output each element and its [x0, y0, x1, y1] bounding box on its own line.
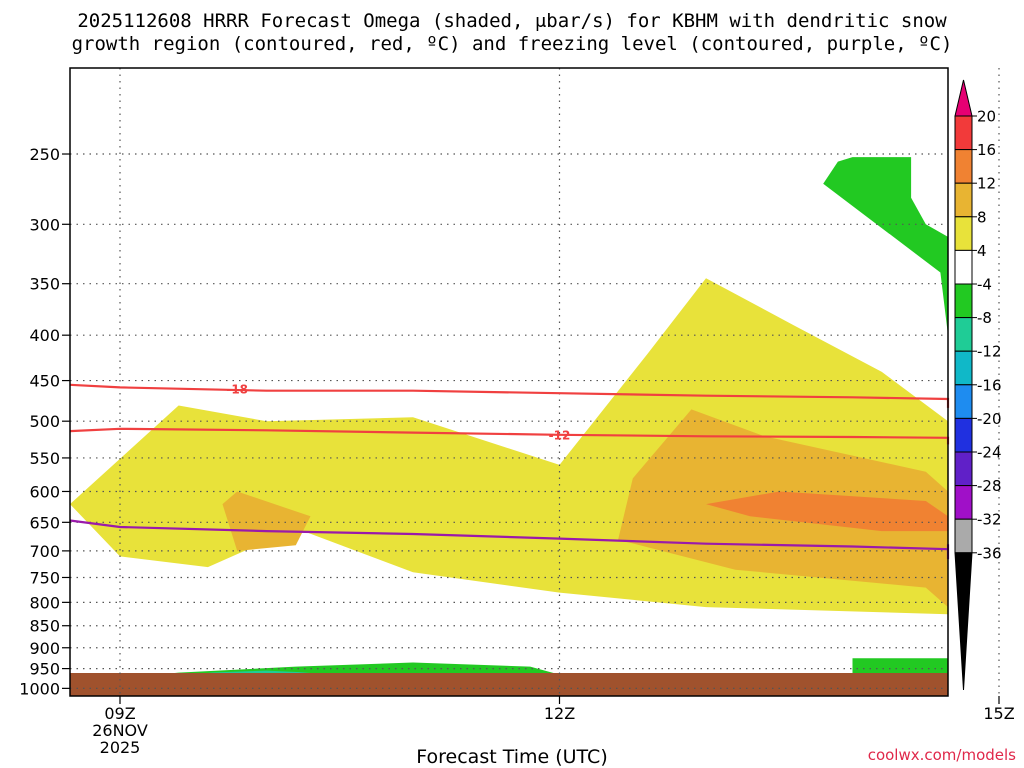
colorbar-swatch — [954, 518, 973, 554]
y-tick-label: 700 — [29, 542, 60, 561]
y-tick-label: 350 — [29, 275, 60, 294]
omega-region-pos-8 — [222, 491, 311, 551]
colorbar-label: -20 — [977, 410, 1002, 428]
y-tick-label: 900 — [29, 639, 60, 658]
y-tick-label: 550 — [29, 449, 60, 468]
colorbar-swatch — [954, 317, 973, 352]
colorbar-swatch — [954, 216, 973, 251]
x-tick-label: 12Z — [544, 704, 575, 723]
y-tick-label: 300 — [29, 215, 60, 234]
y-tick-label: 650 — [29, 513, 60, 532]
colorbar-label: 16 — [977, 141, 996, 159]
colorbar-label: -36 — [977, 544, 1002, 562]
y-tick-label: 500 — [29, 412, 60, 431]
colorbar-label: -8 — [977, 309, 992, 327]
colorbar-label: 4 — [977, 242, 987, 260]
y-tick-label: 250 — [29, 145, 60, 164]
y-tick-label: 400 — [29, 326, 60, 345]
x-tick-label: 09Z — [104, 704, 135, 723]
pressure-axis: 250 300 350 400 450 500 550 600 650 700 750 800 850 9… — [19, 145, 70, 698]
grid-lines — [70, 68, 1000, 696]
ground-surface — [70, 673, 948, 696]
omega-region-neg-4 — [852, 658, 948, 675]
y-tick-label: 1000 — [19, 679, 60, 698]
colorbar-label: -28 — [977, 477, 1002, 495]
omega-region-neg-4 — [823, 157, 948, 385]
x-axis-label: Forecast Time (UTC) — [416, 746, 608, 768]
y-tick-label: 600 — [29, 482, 60, 501]
colorbar-legend: 20 16 12 8 4 -4 -8 -12 -16 -20 -24 -28 -32 -36 — [954, 79, 1002, 691]
colorbar-label: 12 — [977, 175, 996, 193]
y-tick-label: 750 — [29, 568, 60, 587]
y-tick-label: 950 — [29, 660, 60, 679]
colorbar-label: -12 — [977, 343, 1002, 361]
credit-link[interactable]: coolwx.com/models — [867, 746, 1016, 764]
chart-title-line-1: 2025112608 HRRR Forecast Omega (shaded, … — [77, 10, 947, 32]
colorbar-label: -32 — [977, 511, 1002, 529]
colorbar-swatch — [954, 249, 973, 285]
y-tick-label: 850 — [29, 617, 60, 636]
y-tick-label: 450 — [29, 372, 60, 391]
colorbar-swatch — [954, 182, 973, 218]
chart-title-line-2: growth region (contoured, red, ºC) and f… — [71, 33, 953, 55]
colorbar-label: -16 — [977, 376, 1002, 394]
x-tick-label: 26NOV — [92, 721, 148, 740]
colorbar-label: 20 — [977, 108, 996, 126]
colorbar-label: -4 — [977, 276, 992, 294]
colorbar-swatch — [954, 115, 973, 151]
colorbar-swatch — [954, 283, 973, 319]
x-tick-label: 15Z — [983, 704, 1014, 723]
colorbar-label: 8 — [977, 208, 987, 226]
contour-label: -12 — [549, 428, 571, 442]
colorbar-swatch — [954, 384, 973, 419]
x-tick-label: 2025 — [100, 738, 141, 757]
colorbar-swatch — [954, 350, 973, 386]
omega-region-pos-12 — [706, 491, 948, 532]
contour-label: -18 — [226, 383, 248, 397]
colorbar-top-arrow — [954, 79, 973, 117]
colorbar-label: -24 — [977, 444, 1002, 462]
colorbar-swatch — [954, 451, 973, 487]
plot-border — [69, 67, 949, 697]
plot-frame — [69, 67, 949, 697]
colorbar-swatch — [954, 485, 973, 520]
omega-shading-layer — [70, 157, 948, 681]
colorbar-swatch — [954, 149, 973, 184]
colorbar-bottom-arrow — [954, 552, 973, 691]
y-tick-label: 800 — [29, 593, 60, 612]
colorbar-swatch — [954, 417, 973, 453]
time-axis: 09Z26NOV202512Z15Z18Z21Z00Z27NOV — [92, 696, 1015, 757]
